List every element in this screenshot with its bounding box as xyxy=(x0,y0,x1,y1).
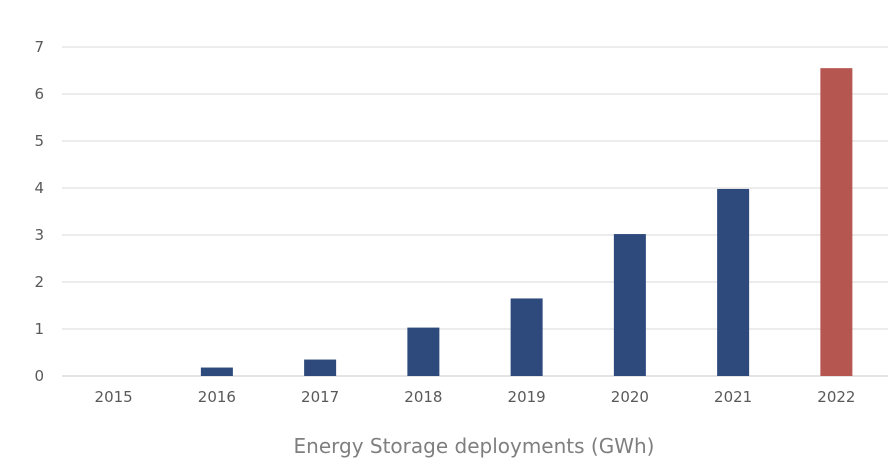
x-tick-label: 2017 xyxy=(301,388,339,406)
bar-2018 xyxy=(407,327,440,376)
bar-2019 xyxy=(510,298,543,376)
bar-2020 xyxy=(613,234,646,376)
y-tick-label: 6 xyxy=(34,85,44,103)
y-axis-ticks: 0 1 2 3 4 5 6 7 xyxy=(34,38,44,385)
bar-2022 xyxy=(820,68,853,377)
bar-2016 xyxy=(200,367,233,376)
x-tick-label: 2021 xyxy=(714,388,752,406)
y-tick-label: 2 xyxy=(34,273,44,291)
y-tick-label: 3 xyxy=(34,226,44,244)
x-tick-label: 2020 xyxy=(611,388,649,406)
y-tick-label: 1 xyxy=(34,320,44,338)
bar-2017 xyxy=(304,359,337,376)
x-tick-label: 2015 xyxy=(95,388,133,406)
x-tick-label: 2022 xyxy=(817,388,855,406)
bar-2021 xyxy=(717,188,750,376)
y-tick-label: 7 xyxy=(34,38,44,56)
y-tick-label: 0 xyxy=(34,367,44,385)
bars xyxy=(200,68,853,377)
x-tick-label: 2019 xyxy=(508,388,546,406)
x-axis-ticks: 2015 2016 2017 2018 2019 2020 2021 2022 xyxy=(95,388,856,406)
x-tick-label: 2018 xyxy=(404,388,442,406)
x-axis-label: Energy Storage deployments (GWh) xyxy=(294,434,655,458)
y-tick-label: 4 xyxy=(34,179,44,197)
x-tick-label: 2016 xyxy=(198,388,236,406)
y-tick-label: 5 xyxy=(34,132,44,150)
grid-lines xyxy=(62,46,888,377)
